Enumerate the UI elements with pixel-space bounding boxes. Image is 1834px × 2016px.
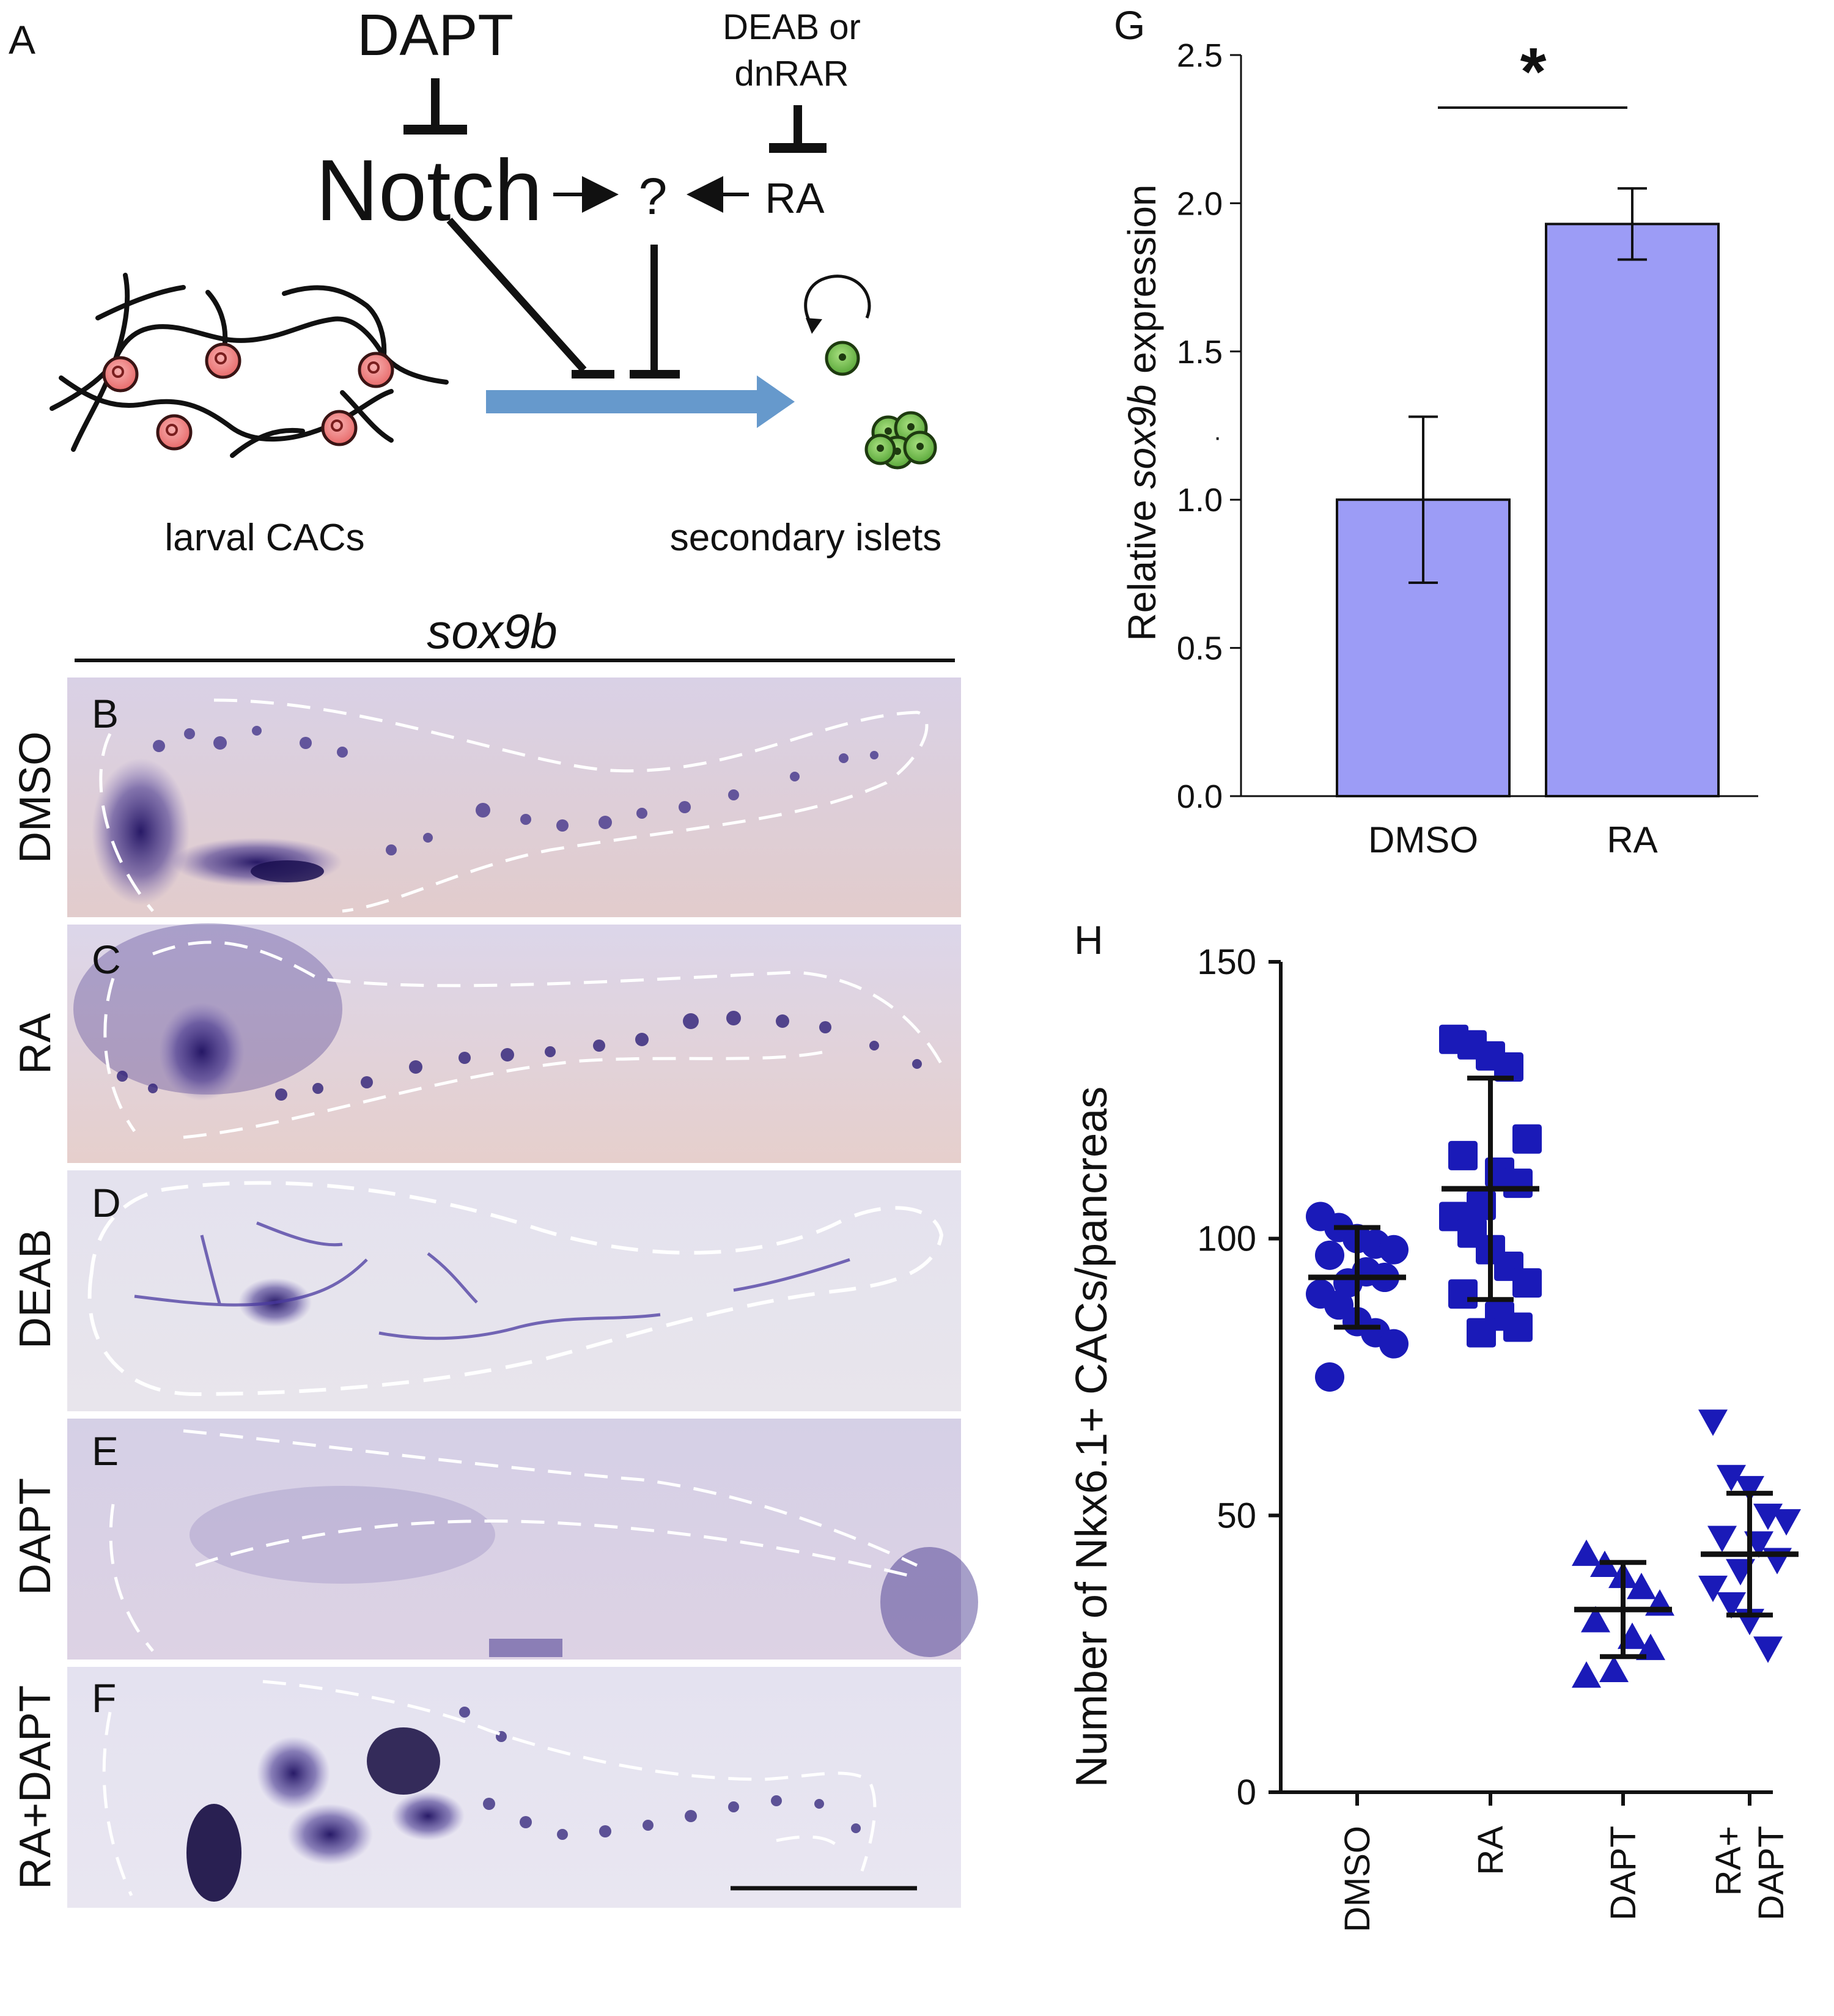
chart-h-data-point xyxy=(1467,1318,1496,1348)
larval-cac-nuclei xyxy=(112,352,380,436)
chart-h-x-tick-label: RA+ xyxy=(1709,1826,1748,1896)
ra-label: RA xyxy=(765,174,825,222)
chart-h-data-point xyxy=(1494,1052,1523,1082)
micrograph-row-ra-dapt: F RA+DAPT xyxy=(11,1667,961,1908)
row-label-dapt: DAPT xyxy=(11,1478,60,1595)
micrograph-deab-image xyxy=(67,1170,961,1411)
chart-g-stray-mark: · xyxy=(1213,424,1221,451)
chart-h-data-point xyxy=(1379,1235,1409,1265)
differentiation-arrow-shaft xyxy=(486,390,758,413)
self-renewal-arrow xyxy=(804,275,871,323)
gene-label-sox9b: sox9b xyxy=(427,604,557,659)
notch-inhibit-line xyxy=(446,217,587,373)
scatter-chart-panel-h: H Number of Nkx6.1+ CACs/pancreas 0 50 100… xyxy=(1067,917,1801,1932)
chart-h-data-point xyxy=(1572,1539,1601,1566)
chart-h-data-point xyxy=(1572,1661,1601,1688)
chart-g-y-tick-label: 0.5 xyxy=(1177,630,1223,667)
panel-letter-c: C xyxy=(92,937,121,982)
chart-g-significance-star: * xyxy=(1520,34,1547,109)
secondary-islets-label: secondary islets xyxy=(670,517,942,559)
panel-a-schematic: A DAPT DEAB or dnRAR Notch ? RA xyxy=(9,2,941,559)
micrograph-row-dmso: B DMSO xyxy=(11,678,961,917)
chart-h-x-tick-label: DAPT xyxy=(1751,1826,1791,1921)
larval-cac-cells xyxy=(102,342,394,451)
micrograph-row-deab: D DEAB xyxy=(11,1170,961,1411)
chart-g-y-tick-label: 2.0 xyxy=(1177,185,1223,222)
self-renewal-arrowhead xyxy=(806,318,822,334)
chart-h-x-tick-label: DAPT xyxy=(1604,1826,1643,1921)
chart-h-data-point xyxy=(1627,1573,1656,1600)
chart-h-data-point xyxy=(1698,1409,1728,1436)
chart-g-y-tick-label: 1.5 xyxy=(1177,334,1223,371)
micrograph-row-dapt: E DAPT xyxy=(11,1419,978,1660)
chart-h-data-point xyxy=(1512,1124,1542,1154)
chart-h-y-tick-label: 0 xyxy=(1237,1773,1256,1812)
secondary-islet-nuclei xyxy=(839,353,924,455)
chart-h-data-point xyxy=(1448,1279,1478,1309)
micrograph-panels: sox9b B DMSO xyxy=(11,604,978,1908)
row-label-deab: DEAB xyxy=(11,1229,60,1349)
row-label-dmso: DMSO xyxy=(11,731,60,863)
chart-h-y-tick-label: 150 xyxy=(1197,942,1256,982)
chart-h-data-point xyxy=(1717,1464,1746,1491)
chart-h-y-tick-label: 50 xyxy=(1217,1496,1256,1535)
chart-h-x-tick-label: RA xyxy=(1471,1826,1511,1875)
deab-label-line2: dnRAR xyxy=(735,54,849,94)
bar-chart-panel-g: G Relative sox9b expression · 0.0 0.5 1.0 1… xyxy=(1114,2,1758,860)
chart-h-data-point xyxy=(1379,1329,1409,1359)
panel-letter-h: H xyxy=(1074,917,1103,962)
chart-g-x-tick-label: DMSO xyxy=(1368,819,1478,860)
panel-letter-g: G xyxy=(1114,2,1145,48)
micrograph-row-ra: C RA xyxy=(11,923,961,1163)
chart-h-x-tick-label: DMSO xyxy=(1338,1826,1377,1932)
dapt-label: DAPT xyxy=(357,2,514,68)
panel-letter-a: A xyxy=(9,17,35,62)
chart-h-data-point xyxy=(1503,1169,1533,1198)
chart-h-data-point xyxy=(1512,1268,1542,1298)
chart-h-data-point xyxy=(1753,1636,1783,1663)
chart-h-y-axis-label: Number of Nkx6.1+ CACs/pancreas xyxy=(1067,1087,1116,1787)
chart-h-y-tick-label: 100 xyxy=(1197,1219,1256,1259)
chart-h-data-point xyxy=(1315,1240,1344,1270)
notch-label: Notch xyxy=(316,142,543,239)
micrograph-dapt-image xyxy=(67,1419,961,1660)
chart-g-y-axis-label: Relative sox9b expression xyxy=(1120,184,1164,641)
row-label-ra: RA xyxy=(11,1013,60,1074)
chart-g-y-tick-label: 0.0 xyxy=(1177,778,1223,815)
unknown-factor: ? xyxy=(639,168,668,225)
row-label-ra-dapt: RA+DAPT xyxy=(11,1685,60,1889)
panel-letter-e: E xyxy=(92,1428,119,1474)
chart-h-data-point xyxy=(1599,1655,1629,1683)
panel-letter-d: D xyxy=(92,1180,121,1225)
chart-h-data-point xyxy=(1581,1606,1610,1633)
micrograph-dmso-image xyxy=(67,678,961,917)
deab-label-line1: DEAB or xyxy=(723,7,861,47)
differentiation-arrow-head xyxy=(757,375,795,428)
chart-h-data-point xyxy=(1698,1575,1728,1603)
panel-letter-b: B xyxy=(92,691,119,736)
chart-g-y-tick-label: 1.0 xyxy=(1177,482,1223,519)
chart-h-data-point xyxy=(1636,1633,1665,1660)
chart-h-data-point xyxy=(1448,1140,1478,1170)
larval-cacs-label: larval CACs xyxy=(164,517,364,559)
panel-letter-f: F xyxy=(92,1675,116,1721)
chart-h-data-point xyxy=(1315,1362,1344,1392)
chart-h-data-point xyxy=(1707,1526,1737,1553)
chart-g-bar-ra xyxy=(1545,223,1720,797)
chart-h-data-point xyxy=(1772,1509,1801,1536)
chart-g-x-tick-label: RA xyxy=(1607,819,1657,860)
chart-h-data-point xyxy=(1503,1312,1533,1342)
chart-h-data-point xyxy=(1735,1475,1764,1503)
chart-h-data-point xyxy=(1717,1592,1746,1619)
chart-g-y-tick-label: 2.5 xyxy=(1177,37,1223,74)
